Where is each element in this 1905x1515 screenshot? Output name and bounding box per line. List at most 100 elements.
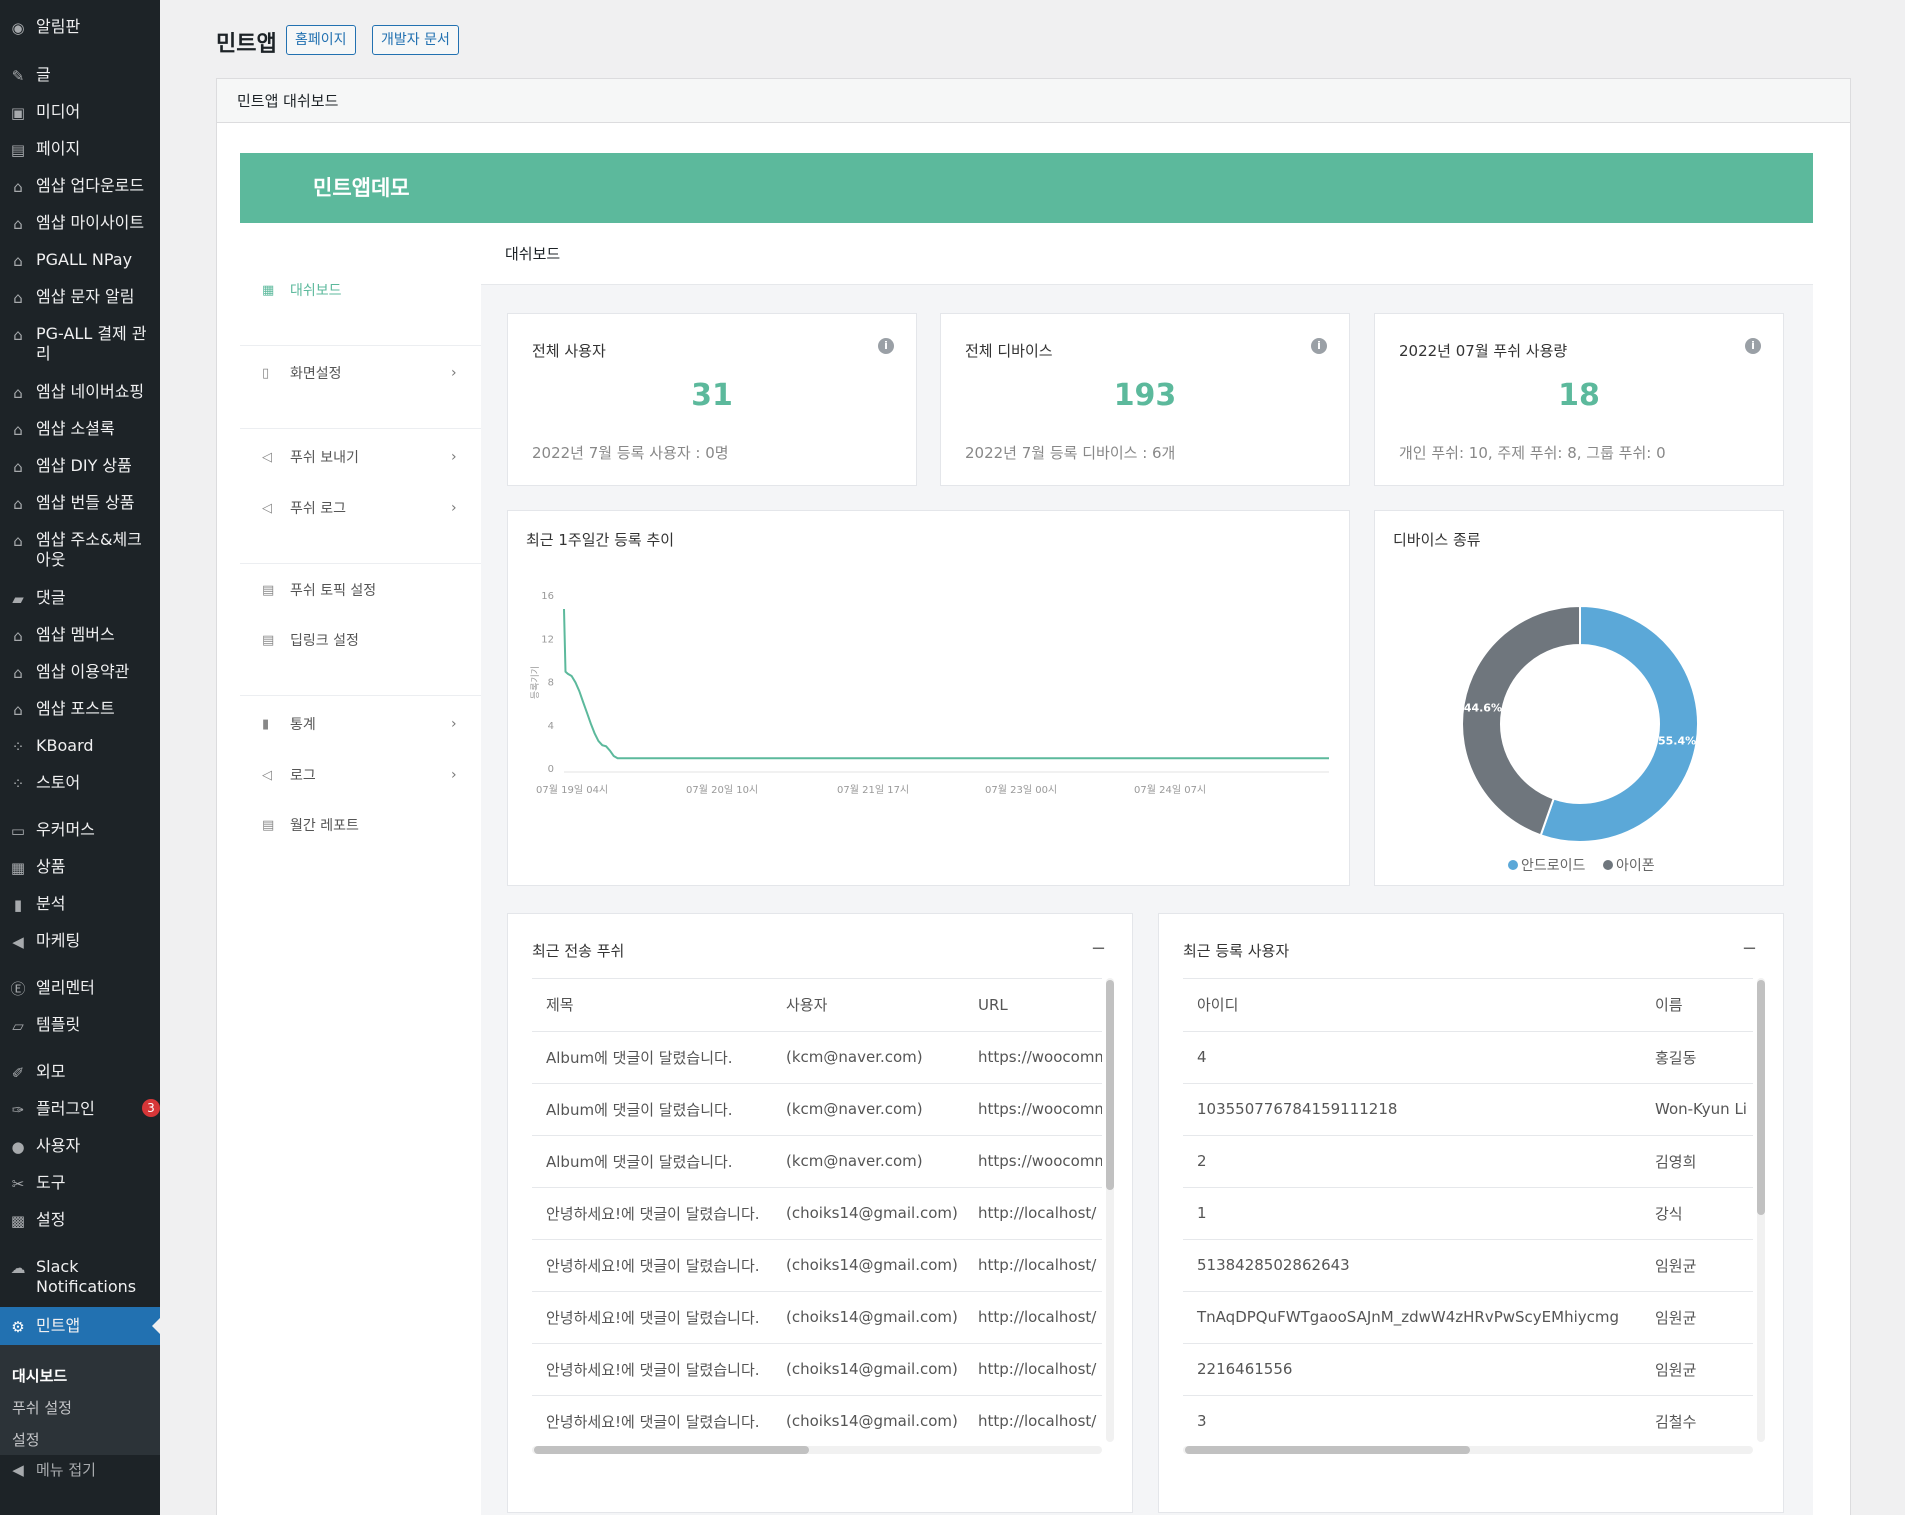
menu-item-pgall-payment[interactable]: ⌂ PG-ALL 결제 관리 [0,324,160,364]
nav-item-push-log[interactable]: ◁ 푸쉬 로그 › [240,493,481,523]
menu-item-posts[interactable]: ✎ 글 [0,65,160,86]
menu-item-tools[interactable]: ✂ 도구 [0,1173,160,1194]
table-row[interactable]: Album에 댓글이 달렸습니다. (kcm@naver.com) https://… [532,1083,1102,1136]
menu-item-pgall-npay[interactable]: ⌂ PGALL NPay [0,250,160,271]
scrollbar-thumb[interactable] [1106,980,1114,1190]
scrollbar-thumb[interactable] [1185,1446,1470,1454]
collapse-panel-button[interactable]: − [1090,938,1106,959]
table-row[interactable]: Album에 댓글이 달렸습니다. (kcm@naver.com) https://… [532,1135,1102,1188]
menu-item-products[interactable]: ▦ 상품 [0,857,160,878]
nav-item-monthly-report[interactable]: ▤ 월간 레포트 [240,810,481,840]
menu-item-msshop-mysite[interactable]: ⌂ 엠샵 마이사이트 [0,213,160,234]
table-row[interactable]: 안녕하세요!에 댓글이 달렸습니다. (choiks14@gmail.com) ht… [532,1343,1102,1396]
menu-item-slack[interactable]: ☁ Slack Notifications [0,1257,160,1297]
menu-item-mintapp[interactable]: ⚙ 민트앱 [0,1307,160,1345]
table-row[interactable]: 103550776784159111218 Won-Kyun Li [1183,1083,1753,1136]
column-header-title[interactable]: 제목 [532,979,772,1032]
nav-item-deeplink[interactable]: ▤ 딥링크 설정 [240,625,481,655]
menu-item-users[interactable]: ● 사용자 [0,1136,160,1157]
table-header-row: 제목 사용자 URL [532,979,1102,1032]
scrollbar-thumb[interactable] [534,1446,809,1454]
menu-item-pages[interactable]: ▤ 페이지 [0,139,160,160]
column-header-user[interactable]: 사용자 [772,979,964,1032]
brush-icon: ✐ [11,1064,25,1082]
comment-icon: ▰ [12,590,24,608]
menu-item-media[interactable]: ▣ 미디어 [0,102,160,123]
column-header-id[interactable]: 아이디 [1183,979,1641,1032]
menu-item-appearance[interactable]: ✐ 외모 [0,1062,160,1083]
nav-item-stats[interactable]: ▮ 통계 › [240,709,481,739]
menu-item-comments[interactable]: ▰ 댓글 [0,588,160,609]
vertical-scrollbar[interactable] [1106,978,1114,1442]
menu-item-msshop-download[interactable]: ⌂ 엠샵 업다운로드 [0,176,160,197]
nav-item-screen-settings[interactable]: ▯ 화면설정 › [240,358,481,388]
table-row[interactable]: 안녕하세요!에 댓글이 달렸습니다. (choiks14@gmail.com) ht… [532,1395,1102,1442]
users-table-scroll[interactable]: 아이디 이름 4 홍길동 103550776784159111218 Won-Kyun… [1183,978,1753,1442]
menu-item-msshop-social[interactable]: ⌂ 엠샵 소셜록 [0,419,160,440]
pin-icon: ✎ [11,67,25,85]
menu-item-marketing[interactable]: ◀ 마케팅 [0,931,160,952]
nav-item-label: 딥링크 설정 [290,633,359,649]
table-row[interactable]: 4 홍길동 [1183,1031,1753,1084]
table-row[interactable]: 2 김영희 [1183,1135,1753,1188]
table-row[interactable]: 안녕하세요!에 댓글이 달렸습니다. (choiks14@gmail.com) ht… [532,1291,1102,1344]
submenu-item-settings[interactable]: 설정 [12,1431,40,1449]
menu-item-kboard[interactable]: ⁘ KBoard [0,736,160,757]
submenu-item-push-settings[interactable]: 푸쉬 설정 [12,1399,72,1417]
nav-item-label: 푸쉬 토픽 설정 [290,583,377,599]
table-row[interactable]: 3 김철수 [1183,1395,1753,1442]
table-row[interactable]: Album에 댓글이 달렸습니다. (kcm@naver.com) https://… [532,1031,1102,1084]
nav-item-push-topic[interactable]: ▤ 푸쉬 토픽 설정 [240,575,481,605]
menu-item-store[interactable]: ⁘ 스토어 [0,773,160,794]
info-icon[interactable]: i [878,338,894,354]
menu-item-msshop-bundle[interactable]: ⌂ 엠샵 번들 상품 [0,493,160,514]
developer-docs-button[interactable]: 개발자 문서 [372,25,459,55]
menu-item-analytics[interactable]: ▮ 분석 [0,894,160,915]
collapse-menu-button[interactable]: ◀ 메뉴 접기 [0,1459,160,1480]
menu-item-msshop-address[interactable]: ⌂ 엠샵 주소&체크아웃 [0,530,160,570]
nav-item-push-send[interactable]: ◁ 푸쉬 보내기 › [240,442,481,472]
horizontal-scrollbar[interactable] [1183,1446,1753,1454]
cell-name: 강식 [1641,1187,1753,1240]
push-table-scroll[interactable]: 제목 사용자 URL Album에 댓글이 달렸습니다. (kcm@naver.c… [532,978,1102,1442]
menu-item-label: 페이지 [36,139,81,158]
nav-item-dashboard[interactable]: ▦ 대쉬보드 [240,275,481,305]
menu-item-plugins[interactable]: ✑ 플러그인 3 [0,1099,160,1120]
menu-item-msshop-diy[interactable]: ⌂ 엠샵 DIY 상품 [0,456,160,477]
info-icon[interactable]: i [1311,338,1327,354]
table-row[interactable]: 5138428502862643 임원균 [1183,1239,1753,1292]
menu-item-msshop-post[interactable]: ⌂ 엠샵 포스트 [0,699,160,720]
column-header-url[interactable]: URL [964,979,1102,1032]
vertical-scrollbar[interactable] [1757,978,1765,1442]
menu-item-label: 도구 [36,1173,66,1192]
table-row[interactable]: 안녕하세요!에 댓글이 달렸습니다. (choiks14@gmail.com) ht… [532,1187,1102,1240]
page-icon: ▤ [10,141,26,159]
submenu-item-dashboard[interactable]: 대시보드 [12,1367,68,1385]
table-row[interactable]: 2216461556 임원균 [1183,1343,1753,1396]
device-type-chart: 55.4% 44.6% 안드로이드 아이폰 [1461,604,1699,874]
collapse-panel-button[interactable]: − [1741,938,1757,959]
scrollbar-thumb[interactable] [1757,980,1765,1215]
table-row[interactable]: 안녕하세요!에 댓글이 달렸습니다. (choiks14@gmail.com) ht… [532,1239,1102,1292]
info-icon[interactable]: i [1745,338,1761,354]
menu-item-msshop-naver[interactable]: ⌂ 엠샵 네이버쇼핑 [0,382,160,403]
send-icon: ◁ [262,500,272,516]
menu-item-label: 우커머스 [36,820,95,839]
table-row[interactable]: 1 강식 [1183,1187,1753,1240]
column-header-name[interactable]: 이름 [1641,979,1753,1032]
homepage-button[interactable]: 홈페이지 [286,25,356,55]
menu-item-dashboard[interactable]: ◉ 알림판 [0,17,160,38]
horizontal-scrollbar[interactable] [532,1446,1102,1454]
nav-item-log[interactable]: ◁ 로그 › [240,760,481,790]
menu-item-elementor[interactable]: Ⓔ 엘리멘터 [0,978,160,999]
cell-url: https://woocommerce [964,1083,1102,1136]
settings-icon: ▩ [10,1212,26,1230]
menu-item-woocommerce[interactable]: ▭ 우커머스 [0,820,160,841]
table-row[interactable]: TnAqDPQuFWTgaooSAJnM_zdwW4zHRvPwScyEMhiy… [1183,1291,1753,1344]
menu-item-settings[interactable]: ▩ 설정 [0,1210,160,1231]
app-banner: 민트앱데모 [240,153,1813,223]
menu-item-msshop-terms[interactable]: ⌂ 엠샵 이용약관 [0,662,160,683]
menu-item-msshop-sms[interactable]: ⌂ 엠샵 문자 알림 [0,287,160,308]
menu-item-templates[interactable]: ▱ 템플릿 [0,1015,160,1036]
menu-item-msshop-members[interactable]: ⌂ 엠샵 멤버스 [0,625,160,646]
